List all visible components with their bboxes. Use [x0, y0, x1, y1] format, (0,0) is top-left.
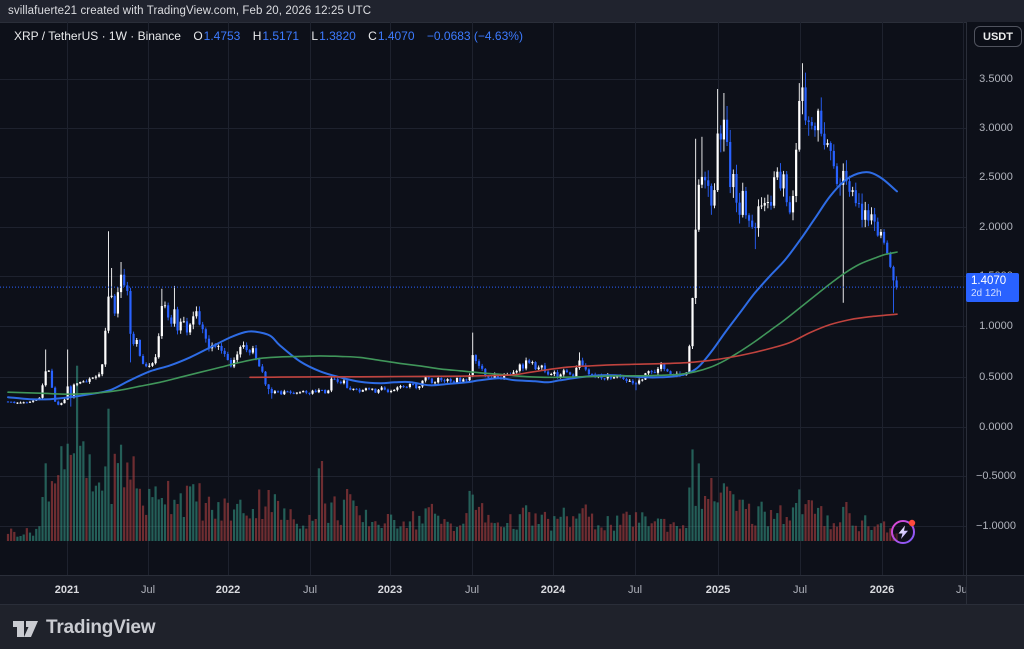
price-tick-label: 2.5000	[979, 171, 1013, 183]
attribution-bar: svillafuerte21 created with TradingView.…	[0, 0, 1024, 23]
time-axis[interactable]: 2021 Jul 2022 Jul 2023 Jul 2024 Jul 2025 Jul 2026 J…	[0, 575, 966, 605]
time-tick-label: Jul	[302, 584, 318, 596]
symbol-legend[interactable]: XRP / TetherUS · 1W · Binance O1.4753 H1…	[14, 29, 523, 43]
price-tick-label: 3.0000	[979, 122, 1013, 134]
price-tick-label: 0.0000	[979, 421, 1013, 433]
tradingview-logo-icon[interactable]	[12, 617, 39, 639]
price-tick-label: 1.0000	[979, 320, 1013, 332]
time-tick-label: Jul	[140, 584, 156, 596]
time-tick-label: 2022	[215, 584, 241, 596]
current-price-value: 1.4070	[971, 275, 1007, 287]
open-value: 1.4753	[203, 29, 241, 43]
quote-currency-button[interactable]: USDT	[974, 26, 1022, 47]
footer-bar: TradingView	[0, 604, 1024, 649]
tradingview-logo-text[interactable]: TradingView	[46, 616, 156, 638]
price-tick-label: 2.0000	[979, 221, 1013, 233]
price-chart-canvas[interactable]	[0, 22, 966, 575]
price-tick-label: 0.5000	[979, 371, 1013, 383]
low-value: 1.3820	[319, 29, 356, 43]
price-tick-label: 3.5000	[979, 73, 1013, 85]
time-tick-label: 2021	[54, 584, 80, 596]
flash-badge-icon[interactable]	[888, 516, 918, 546]
open-label: O	[193, 29, 203, 43]
price-tick-label: −1.0000	[975, 520, 1017, 532]
current-price-label: 1.4070 2d 12h	[966, 273, 1019, 302]
high-label: H	[252, 29, 262, 43]
high-value: 1.5171	[262, 29, 300, 43]
time-tick-label: Jul	[792, 584, 808, 596]
time-tick-label: Jul	[955, 584, 966, 596]
time-axis-corner	[966, 575, 1024, 605]
change-value: −0.0683 (−4.63%)	[426, 29, 523, 43]
close-value: 1.4070	[377, 29, 415, 43]
time-tick-label: 2025	[705, 584, 731, 596]
time-tick-label: Jul	[464, 584, 480, 596]
chart-pane[interactable]: XRP / TetherUS · 1W · Binance O1.4753 H1…	[0, 22, 966, 575]
price-tick-label: −0.5000	[975, 470, 1017, 482]
time-tick-label: Jul	[627, 584, 643, 596]
symbol-title[interactable]: XRP / TetherUS · 1W · Binance	[14, 29, 181, 43]
time-tick-label: 2023	[377, 584, 403, 596]
candle-countdown: 2d 12h	[971, 288, 1002, 300]
attribution-text: svillafuerte21 created with TradingView.…	[8, 5, 372, 17]
time-tick-label: 2024	[540, 584, 566, 596]
time-tick-label: 2026	[869, 584, 895, 596]
low-label: L	[311, 29, 319, 43]
close-label: C	[368, 29, 377, 43]
